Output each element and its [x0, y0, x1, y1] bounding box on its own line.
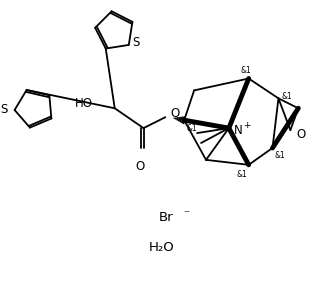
- Text: HO: HO: [75, 97, 93, 110]
- Text: O: O: [296, 128, 305, 141]
- Text: &1: &1: [282, 92, 292, 101]
- Text: &1: &1: [237, 170, 248, 179]
- Text: &1: &1: [186, 124, 197, 133]
- Text: O: O: [170, 107, 179, 120]
- Text: ⁻: ⁻: [183, 208, 190, 221]
- Text: +: +: [243, 121, 250, 130]
- Text: O: O: [135, 160, 144, 173]
- Text: &1: &1: [241, 66, 252, 75]
- Text: N: N: [234, 124, 243, 137]
- Text: S: S: [0, 103, 8, 117]
- Text: &1: &1: [275, 151, 285, 160]
- Text: S: S: [133, 36, 140, 49]
- Text: Br: Br: [159, 211, 174, 224]
- Text: H₂O: H₂O: [149, 241, 174, 254]
